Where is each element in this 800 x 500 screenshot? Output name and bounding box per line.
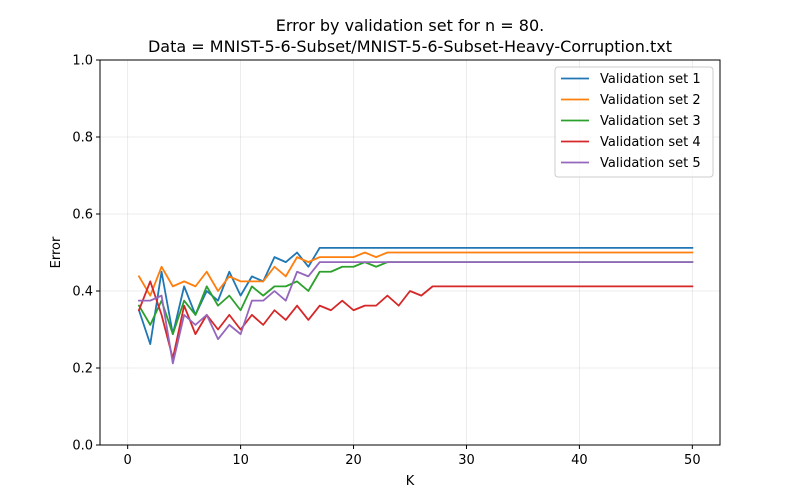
series-line-validation-set-1 — [137, 246, 694, 346]
series-lines — [137, 246, 694, 365]
legend-label-validation-set-4: Validation set 4 — [600, 135, 701, 150]
y-tick-label: 0.4 — [72, 285, 93, 300]
x-tick-label: 20 — [345, 453, 362, 468]
legend-label-validation-set-1: Validation set 1 — [600, 72, 701, 87]
x-tick-label: 10 — [232, 453, 249, 468]
x-tick-label: 50 — [684, 453, 701, 468]
x-tick-label: 30 — [458, 453, 475, 468]
x-axis-label: K — [406, 474, 415, 489]
y-tick-label: 1.0 — [72, 54, 93, 69]
legend-label-validation-set-3: Validation set 3 — [600, 114, 701, 129]
legend: Validation set 1 Validation set 2 Validati… — [554, 66, 714, 178]
series-line-validation-set-2 — [137, 251, 694, 297]
x-tick-label: 40 — [571, 453, 588, 468]
y-tick-label: 0.0 — [72, 439, 93, 454]
legend-label-validation-set-2: Validation set 2 — [600, 93, 701, 108]
x-tick-label: 0 — [124, 453, 132, 468]
axis-ticks: 0 10 20 30 40 50 0.0 0.2 0.4 0.6 0.8 1.0 — [72, 54, 700, 469]
y-tick-label: 0.2 — [72, 362, 93, 377]
chart-title: Error by validation set for n = 80. — [276, 16, 544, 35]
series-line-validation-set-5 — [138, 261, 694, 365]
y-axis-label: Error — [49, 236, 64, 268]
chart-subtitle: Data = MNIST-5-6-Subset/MNIST-5-6-Subset… — [148, 37, 672, 56]
y-tick-label: 0.8 — [72, 131, 93, 146]
legend-label-validation-set-5: Validation set 5 — [600, 156, 701, 171]
y-tick-label: 0.6 — [72, 208, 93, 223]
legend-box — [554, 66, 714, 178]
series-line-validation-set-4 — [137, 280, 694, 360]
plot-area-frame — [99, 59, 721, 446]
